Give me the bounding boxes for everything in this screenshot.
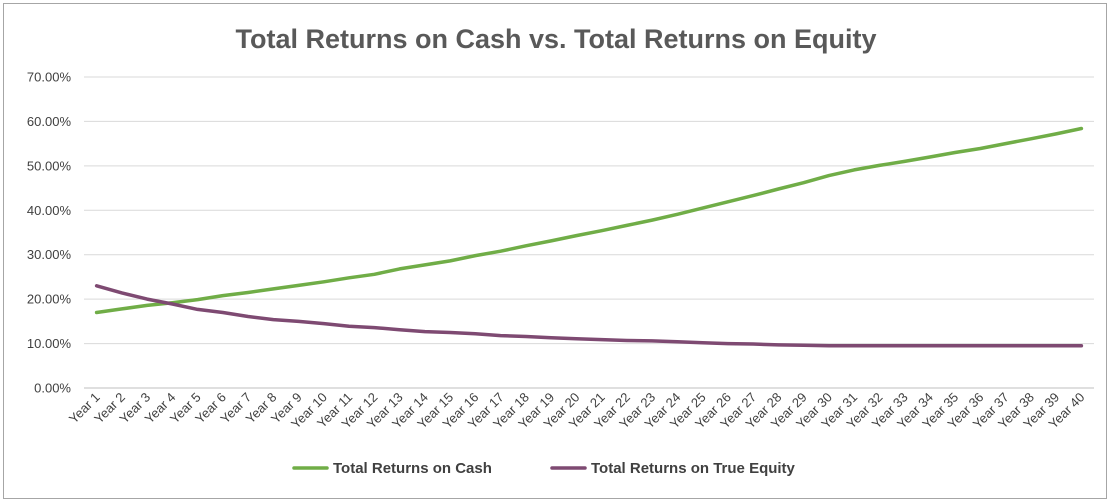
y-tick-label: 40.00% bbox=[27, 203, 72, 218]
y-tick-label: 70.00% bbox=[27, 70, 72, 85]
y-tick-label: 60.00% bbox=[27, 114, 72, 129]
legend: Total Returns on Cash Total Returns on Tr… bbox=[292, 460, 796, 477]
chart-frame: Total Returns on Cash vs. Total Returns … bbox=[3, 3, 1107, 499]
y-tick-label: 30.00% bbox=[27, 247, 72, 262]
y-axis-ticks: 0.00% 10.00% 20.00% 30.00% 40.00% 50.00% 60.00… bbox=[27, 70, 72, 396]
chart-title: Total Returns on Cash vs. Total Returns … bbox=[235, 24, 877, 54]
series-line-2 bbox=[94, 284, 1084, 348]
y-tick-label: 0.00% bbox=[34, 381, 71, 396]
legend-label: Total Returns on Cash bbox=[333, 460, 492, 477]
series-line-1 bbox=[94, 126, 1084, 315]
legend-label: Total Returns on True Equity bbox=[591, 460, 796, 477]
y-tick-label: 10.00% bbox=[27, 336, 72, 351]
gridlines bbox=[84, 76, 1094, 389]
series-lines bbox=[94, 126, 1084, 348]
line-chart: 0.00% 10.00% 20.00% 30.00% 40.00% 50.00% 60.00… bbox=[27, 70, 1094, 477]
y-tick-label: 20.00% bbox=[27, 292, 72, 307]
y-tick-label: 50.00% bbox=[27, 158, 72, 173]
